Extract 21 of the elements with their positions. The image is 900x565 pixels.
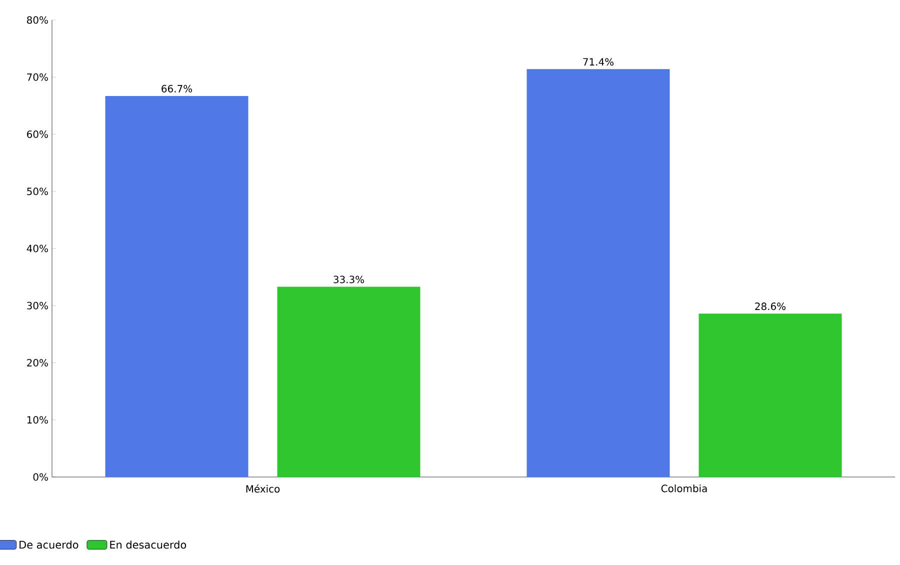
y-tick-label: 60% xyxy=(27,130,48,138)
data-label: 33.3% xyxy=(334,276,364,284)
data-label: 66.7% xyxy=(162,84,192,92)
bar xyxy=(698,314,842,477)
legend-label: En desacuerdo xyxy=(110,540,186,549)
y-tick-label: 10% xyxy=(27,416,48,424)
y-tick-label: 80% xyxy=(27,16,48,24)
bar xyxy=(277,286,420,477)
y-tick-label: 70% xyxy=(27,73,48,81)
y-tick-label: 20% xyxy=(27,358,48,367)
bar xyxy=(526,69,670,477)
y-tick-label: 40% xyxy=(26,244,48,252)
data-label: 71.4% xyxy=(583,58,614,66)
data-label: 28.6% xyxy=(755,302,786,310)
y-tick-label: 50% xyxy=(27,188,48,196)
bar xyxy=(105,96,248,477)
legend-label: De acuerdo xyxy=(20,540,78,549)
y-tick-label: 0% xyxy=(33,473,48,481)
x-tick-label: Colombia xyxy=(661,484,707,492)
y-tick-label: 30% xyxy=(27,302,48,310)
x-tick-label: México xyxy=(246,484,280,493)
